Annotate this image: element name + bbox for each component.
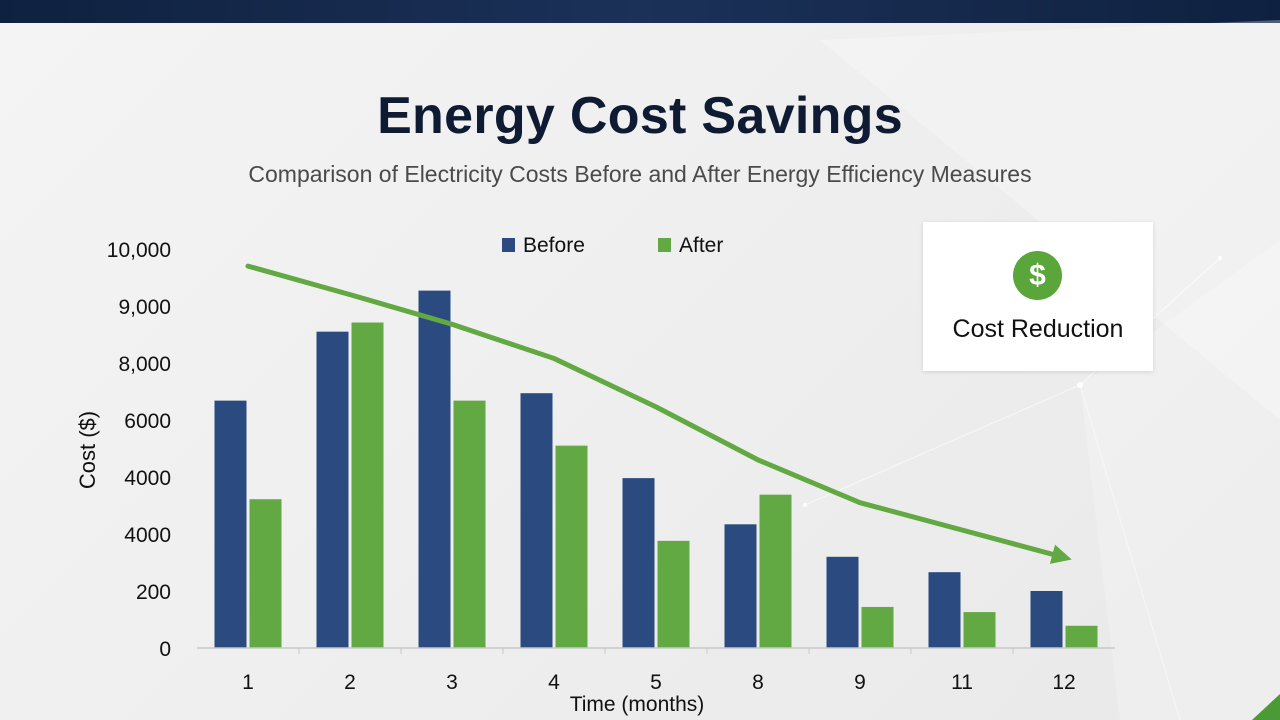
y-tick-label: 4000: [124, 524, 171, 547]
x-tick-label: 1: [242, 671, 254, 694]
dollar-sign-icon: $: [1013, 251, 1062, 300]
corner-accent: [1252, 694, 1280, 720]
bar-before-1: [214, 400, 247, 648]
bar-after-11: [963, 612, 996, 648]
page-subtitle: Comparison of Electricity Costs Before a…: [248, 161, 1032, 187]
y-tick-label: 9,000: [118, 296, 171, 319]
y-tick-label: 6000: [124, 410, 171, 433]
bar-before-4: [520, 393, 553, 648]
legend-label-before: Before: [523, 234, 585, 257]
bar-after-4: [555, 445, 588, 648]
legend-swatch-before: [502, 238, 515, 252]
y-axis-label: Cost ($): [75, 411, 100, 489]
bar-before-12: [1030, 591, 1063, 648]
bar-before-2: [316, 331, 349, 648]
cost-reduction-label: Cost Reduction: [952, 315, 1124, 343]
bar-after-9: [861, 606, 894, 648]
bar-after-12: [1065, 625, 1098, 648]
legend-swatch-after: [658, 238, 671, 252]
x-tick-label: 12: [1052, 671, 1075, 694]
x-tick-label: 8: [752, 671, 764, 694]
bar-before-9: [826, 556, 859, 648]
bar-before-8: [724, 524, 757, 648]
bar-after-5: [657, 540, 690, 648]
x-tick-label: 9: [854, 671, 866, 694]
x-tick-label: 5: [650, 671, 662, 694]
y-tick-label: 4000: [124, 467, 171, 490]
bar-before-5: [622, 478, 655, 648]
x-tick-label: 11: [951, 671, 973, 694]
x-tick-label: 3: [446, 671, 458, 694]
y-tick-label: 200: [136, 581, 171, 604]
bar-after-1: [249, 499, 282, 648]
bar-before-11: [928, 572, 961, 648]
x-tick-label: 4: [548, 671, 560, 694]
x-tick-label: 2: [344, 671, 356, 694]
trend-layer: [245, 263, 1072, 564]
bar-after-2: [351, 322, 384, 648]
legend-label-after: After: [679, 234, 723, 257]
top-banner: [0, 0, 1280, 23]
cost-reduction-card: $ Cost Reduction: [923, 222, 1153, 371]
page-title: Energy Cost Savings: [377, 87, 903, 145]
y-tick-label: 0: [159, 638, 171, 661]
y-tick-label: 10,000: [107, 239, 171, 262]
bar-after-8: [759, 494, 792, 648]
bars-layer: [214, 290, 1098, 648]
bar-before-3: [418, 290, 451, 648]
bar-after-3: [453, 400, 486, 648]
ticks-layer: 1 2 3 4 5 8 9 11 1202004000400060008,0009,00010,…: [107, 239, 1076, 694]
legend: Before After: [502, 234, 723, 257]
y-tick-label: 8,000: [118, 353, 171, 376]
trend-arrow: [245, 263, 1072, 564]
x-axis-label: Time (months): [570, 693, 705, 716]
